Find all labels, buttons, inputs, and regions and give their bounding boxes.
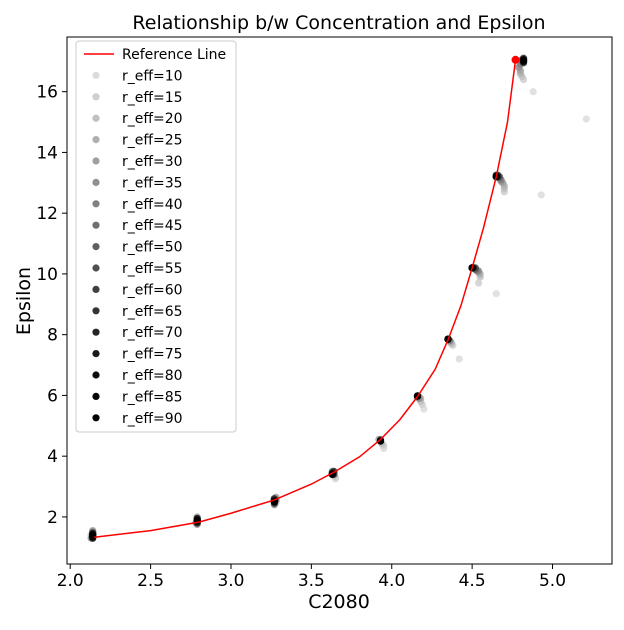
legend-marker-swatch	[92, 264, 100, 272]
legend-label: r_eff=25	[122, 133, 183, 149]
y-tick-label: 16	[36, 83, 58, 103]
x-tick-label: 2.5	[137, 571, 164, 591]
data-point	[474, 279, 483, 287]
legend-marker-swatch	[92, 178, 100, 186]
legend-marker-swatch	[92, 221, 100, 229]
y-tick-label: 6	[47, 386, 58, 406]
legend-label: r_eff=85	[122, 389, 183, 405]
x-axis-label: C2080	[308, 591, 370, 613]
y-tick-label: 4	[47, 447, 58, 467]
legend: Reference Line r_eff=10 r_eff=15 r_eff=20 r_…	[75, 40, 237, 433]
chart-title: Relationship b/w Concentration and Epsil…	[132, 12, 545, 34]
data-point	[455, 355, 463, 363]
legend-label: r_eff=70	[122, 325, 183, 341]
legend-label: r_eff=65	[122, 304, 183, 320]
y-axis-label: Epsilon	[13, 267, 35, 335]
legend-box	[75, 40, 237, 433]
legend-label: r_eff=30	[122, 154, 183, 170]
data-point	[582, 115, 590, 123]
legend-label: r_eff=80	[122, 368, 183, 384]
data-point	[376, 437, 385, 445]
legend-marker-swatch	[92, 414, 100, 422]
legend-label: r_eff=10	[122, 68, 183, 84]
plot-frame	[66, 36, 613, 565]
legend-label: r_eff=35	[122, 175, 183, 191]
legend-label: r_eff=50	[122, 240, 183, 256]
legend-label: Reference Line	[122, 47, 226, 63]
legend-marker-swatch	[92, 93, 100, 101]
data-point	[492, 290, 500, 298]
legend-marker-swatch	[92, 392, 100, 400]
x-tick-label: 5.0	[539, 571, 566, 591]
reference-line	[94, 59, 517, 539]
legend-marker-swatch	[92, 71, 100, 79]
legend-marker-swatch	[92, 114, 100, 122]
legend-label: r_eff=40	[122, 197, 183, 213]
x-tick-label: 2.0	[57, 571, 84, 591]
legend-marker-swatch	[92, 307, 100, 315]
x-tick-label: 4.5	[459, 571, 486, 591]
legend-label: r_eff=90	[122, 411, 183, 427]
y-tick-label: 14	[36, 143, 58, 163]
legend-marker-swatch	[92, 200, 100, 208]
x-tick-label: 4.0	[378, 571, 405, 591]
legend-marker-swatch	[92, 243, 100, 251]
legend-label: r_eff=60	[122, 282, 183, 298]
data-point	[537, 191, 545, 199]
y-tick-label: 12	[36, 204, 58, 224]
x-tick-label: 3.0	[217, 571, 244, 591]
legend-label: r_eff=45	[122, 218, 183, 234]
legend-marker-swatch	[92, 157, 100, 165]
axes: 2.0 2.5 3.0 3.5 4.0 4.5 5.0 2 4 6 8 10 12 14 16	[36, 36, 613, 591]
legend-marker-swatch	[92, 136, 100, 144]
legend-label: r_eff=55	[122, 261, 183, 277]
y-tick-label: 2	[47, 508, 58, 528]
x-tick-label: 3.5	[298, 571, 325, 591]
legend-marker-swatch	[92, 285, 100, 293]
legend-marker-swatch	[92, 350, 100, 358]
legend-label: r_eff=20	[122, 111, 183, 127]
reference-marker-point	[511, 55, 520, 64]
legend-label: r_eff=15	[122, 90, 183, 106]
data-point	[519, 57, 528, 65]
legend-marker-swatch	[92, 328, 100, 336]
legend-label: r_eff=75	[122, 347, 183, 363]
legend-marker-swatch	[92, 371, 100, 379]
y-tick-label: 8	[47, 326, 58, 346]
y-tick-label: 10	[36, 265, 58, 285]
plot-area	[87, 54, 590, 542]
data-point	[529, 88, 537, 96]
